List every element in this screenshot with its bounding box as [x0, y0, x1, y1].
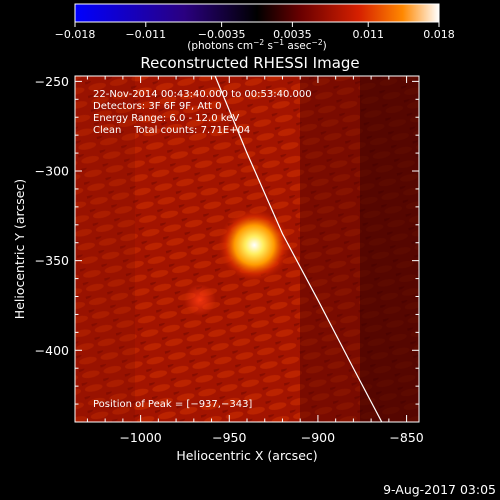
annotation-peak: Position of Peak = [−937,−343] [93, 399, 252, 410]
solar-limb-curve [214, 76, 383, 422]
annotation-time-range: 22-Nov-2014 00:43:40.000 to 00:53:40.000 [93, 89, 312, 100]
y-tick-label: −300 [35, 164, 69, 179]
y-tick-labels: −250 −300 −350 −400 [35, 74, 69, 358]
colorbar-tick-label: 0.011 [352, 28, 384, 41]
colorbar-ticks [74, 22, 440, 27]
x-axis-label: Heliocentric X (arcsec) [176, 448, 317, 463]
colorbar-tick-labels: −0.018 −0.011 −0.0035 0.0035 0.011 0.018 [55, 28, 455, 41]
colorbar-units: (photons cm−2 s−1 asec−2) [187, 38, 326, 52]
y-tick-label: −350 [35, 253, 69, 268]
colorbar [74, 3, 440, 23]
y-tick-label: −250 [35, 74, 69, 89]
y-axis-label: Heliocentric Y (arcsec) [12, 179, 27, 319]
peak-source [218, 209, 291, 282]
colorbar-tick-label: −0.0035 [198, 28, 246, 41]
chart-title: Reconstructed RHESSI Image [140, 54, 359, 72]
y-ticks [75, 80, 419, 405]
x-tick-labels: −1000 −950 −900 −850 [119, 430, 423, 445]
x-tick-label: −1000 [119, 430, 161, 445]
image-area [75, 76, 419, 422]
colorbar-tick-label: −0.011 [125, 28, 166, 41]
x-tick-label: −900 [301, 430, 335, 445]
colorbar-tick-label: −0.018 [55, 28, 96, 41]
y-tick-label: −400 [35, 343, 69, 358]
footer-date: 9-Aug-2017 03:05 [383, 482, 496, 497]
annotation-detectors: Detectors: 3F 6F 9F, Att 0 [93, 101, 221, 112]
colorbar-tick-label: 0.018 [423, 28, 455, 41]
secondary-source [184, 284, 216, 316]
x-tick-label: −950 [212, 430, 246, 445]
annotation-energy: Energy Range: 6.0 - 12.0 keV [93, 113, 239, 124]
x-ticks [86, 76, 408, 422]
annotation-clean: Clean Total counts: 7.71E+04 [93, 125, 250, 136]
colorbar-tick-label: 0.0035 [273, 28, 312, 41]
x-tick-label: −850 [389, 430, 423, 445]
